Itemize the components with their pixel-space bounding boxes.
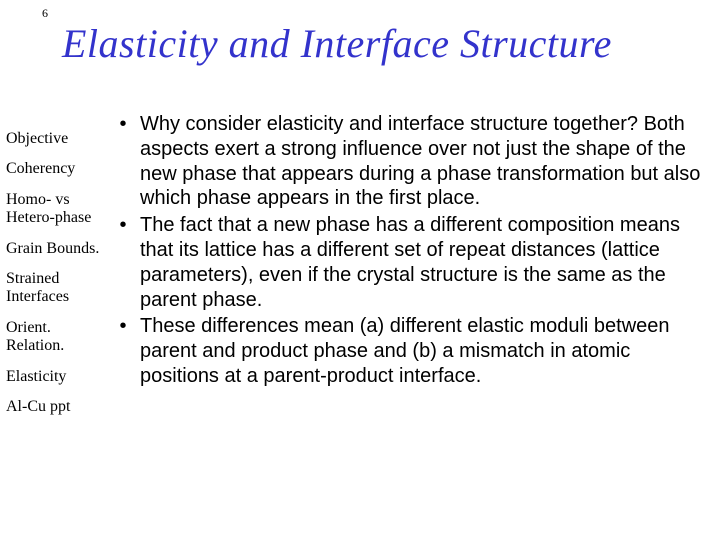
bullet-marker: • (106, 213, 140, 312)
bullet-text: Why consider elasticity and interface st… (140, 112, 706, 211)
sidebar-item-al-cu-ppt: Al-Cu ppt (6, 398, 104, 416)
bullet-item: • Why consider elasticity and interface … (106, 112, 706, 211)
sidebar-item-orient-relation: Orient. Relation. (6, 319, 104, 356)
page-number: 6 (42, 6, 48, 21)
bullet-text: These differences mean (a) different ela… (140, 314, 706, 388)
sidebar-item-objective: Objective (6, 130, 104, 148)
sidebar-item-strained-interfaces: Strained Interfaces (6, 270, 104, 307)
bullet-marker: • (106, 314, 140, 388)
bullet-item: • These differences mean (a) different e… (106, 314, 706, 388)
sidebar-item-elasticity: Elasticity (6, 368, 104, 386)
bullet-item: • The fact that a new phase has a differ… (106, 213, 706, 312)
slide-title: Elasticity and Interface Structure (62, 20, 612, 67)
sidebar-item-homo-hetero: Homo- vs Hetero-phase (6, 191, 104, 228)
body-content: • Why consider elasticity and interface … (106, 112, 706, 391)
sidebar-item-coherency: Coherency (6, 160, 104, 178)
sidebar: Objective Coherency Homo- vs Hetero-phas… (0, 130, 104, 416)
bullet-text: The fact that a new phase has a differen… (140, 213, 706, 312)
bullet-marker: • (106, 112, 140, 211)
sidebar-item-grain-bounds: Grain Bounds. (6, 240, 104, 258)
